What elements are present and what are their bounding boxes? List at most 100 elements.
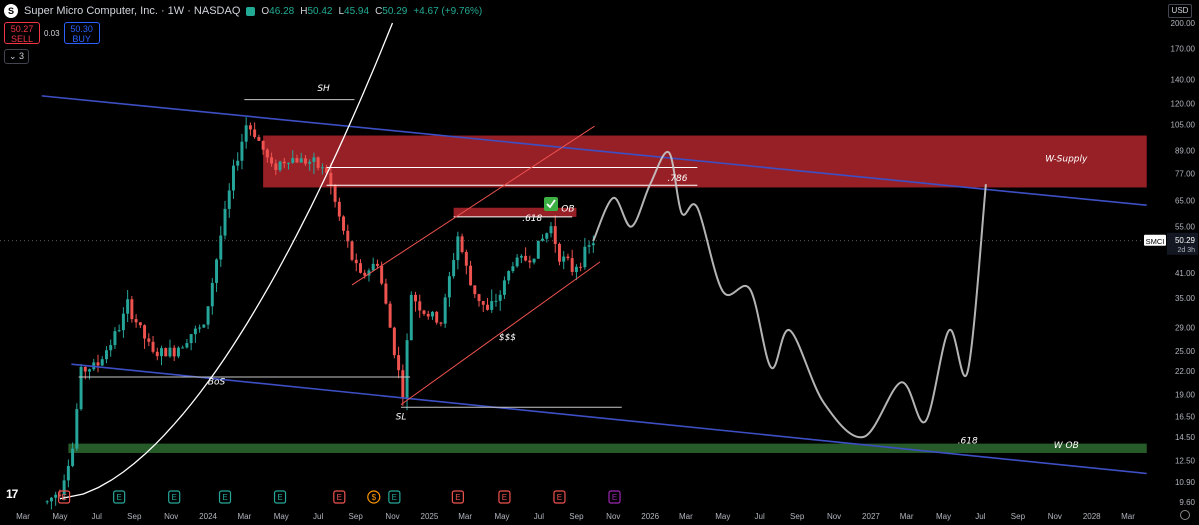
currency-button[interactable]: USD: [1168, 4, 1192, 18]
annotation-1: BoS: [208, 378, 226, 388]
candle-body-60: [299, 158, 303, 163]
y-tick-label-8: 29.00: [1175, 324, 1196, 333]
sell-label: SELL: [10, 34, 34, 44]
y-tick-label-20: 200.00: [1171, 19, 1196, 28]
y-tick-label-13: 65.00: [1175, 196, 1196, 205]
x-tick-label-10: Nov: [385, 512, 399, 521]
candle-body-118: [545, 233, 549, 239]
sell-price: 50.27: [10, 24, 34, 34]
candle-body-117: [541, 238, 545, 241]
x-tick-label-11: 2025: [421, 512, 439, 521]
annotation-4: .618: [522, 214, 542, 224]
candle-body-34: [189, 334, 193, 344]
y-tick-label-14: 77.00: [1175, 170, 1196, 179]
parabola-curve: [59, 22, 394, 500]
candle-body-104: [486, 304, 489, 310]
candle-body-125: [574, 266, 578, 272]
y-tick-label-4: 16.50: [1175, 413, 1196, 422]
indicators-collapse-button[interactable]: ⌄ 3: [4, 49, 30, 64]
candle-body-64: [316, 157, 320, 168]
candle-body-44: [231, 165, 235, 191]
candle-body-52: [265, 149, 269, 158]
earnings-marker-icon-8: [451, 490, 464, 504]
candle-body-50: [257, 137, 261, 141]
symbol-title[interactable]: Super Micro Computer, Inc. · 1W · NASDAQ: [24, 5, 241, 17]
candle-body-62: [308, 161, 312, 164]
x-tick-label-7: May: [274, 512, 289, 521]
candle-body-13: [100, 359, 104, 366]
y-tick-label-12: 55.00: [1175, 223, 1196, 232]
candle-body-123: [566, 256, 570, 259]
candle-body-28: [164, 348, 168, 357]
candle-body-4: [62, 480, 66, 496]
candle-body-102: [477, 294, 481, 302]
candle-body-39: [210, 282, 214, 307]
candle-body-100: [469, 265, 473, 286]
candle-body-92: [435, 311, 439, 323]
symbol-tag: [1144, 234, 1166, 246]
high-label: H: [300, 5, 308, 17]
low-value: 45.94: [344, 5, 370, 17]
buy-price: 50.30: [70, 24, 93, 34]
candle-body-105: [490, 301, 494, 310]
candle-body-54: [274, 163, 278, 171]
annotation-2: SL: [396, 412, 407, 422]
candle-body-94: [443, 297, 447, 324]
candle-body-20: [130, 299, 134, 320]
sell-button[interactable]: 50.27 SELL: [4, 22, 40, 44]
candle-body-65: [320, 167, 324, 169]
candle-body-56: [282, 161, 286, 164]
candle-body-75: [363, 272, 367, 276]
candle-body-42: [223, 208, 227, 236]
candle-body-70: [342, 216, 346, 231]
candle-body-96: [452, 260, 456, 277]
candle-body-78: [375, 263, 379, 266]
event-marker-label-10: E: [557, 493, 562, 502]
candle-body-122: [562, 256, 566, 262]
candle-body-98: [460, 236, 464, 253]
settings-gear-icon[interactable]: [1180, 510, 1190, 520]
y-tick-label-10: 41.00: [1175, 269, 1196, 278]
candle-body-14: [104, 350, 108, 360]
x-tick-label-8: Jul: [313, 512, 323, 521]
y-tick-label-9: 35.00: [1175, 294, 1196, 303]
market-status-icon[interactable]: [246, 6, 256, 16]
y-tick-label-16: 105.00: [1171, 121, 1196, 130]
buy-button[interactable]: 50.30 BUY: [63, 22, 100, 44]
candle-body-12: [96, 362, 100, 366]
x-tick-label-1: May: [52, 512, 67, 521]
candle-body-119: [549, 226, 553, 234]
x-tick-label-6: Mar: [237, 512, 251, 521]
candle-body-24: [147, 338, 151, 342]
y-tick-label-19: 170.00: [1171, 45, 1196, 54]
candle-body-72: [350, 241, 354, 260]
candle-body-116: [536, 240, 540, 259]
x-tick-label-30: Mar: [1121, 512, 1135, 521]
candle-body-89: [422, 310, 426, 314]
y-tick-label-2: 12.50: [1175, 456, 1196, 465]
zone-2: [453, 207, 577, 217]
annotation-8: .618: [958, 437, 978, 447]
candle-body-23: [143, 325, 147, 339]
candle-body-21: [134, 319, 138, 323]
earnings-marker-icon-11: [608, 490, 621, 504]
candle-body-40: [215, 259, 219, 283]
candle-body-106: [494, 300, 498, 302]
candle-body-124: [570, 258, 574, 272]
candle-body-115: [532, 258, 536, 263]
tradingview-logo-icon[interactable]: 17: [6, 487, 18, 501]
candle-body-5: [66, 465, 70, 481]
candle-body-33: [185, 343, 189, 348]
candle-body-16: [113, 331, 117, 346]
earnings-marker-icon-7: [388, 490, 401, 504]
candle-body-80: [384, 283, 388, 304]
candle-body-49: [253, 129, 257, 138]
zone-1: [68, 443, 1147, 453]
candle-body-95: [447, 276, 451, 298]
x-tick-label-2: Jul: [92, 512, 102, 521]
x-tick-label-5: 2024: [199, 512, 217, 521]
x-tick-label-17: 2026: [641, 512, 659, 521]
trade-panel: 50.27 SELL 0.03 50.30 BUY: [4, 22, 100, 44]
event-marker-label-5: E: [337, 493, 342, 502]
